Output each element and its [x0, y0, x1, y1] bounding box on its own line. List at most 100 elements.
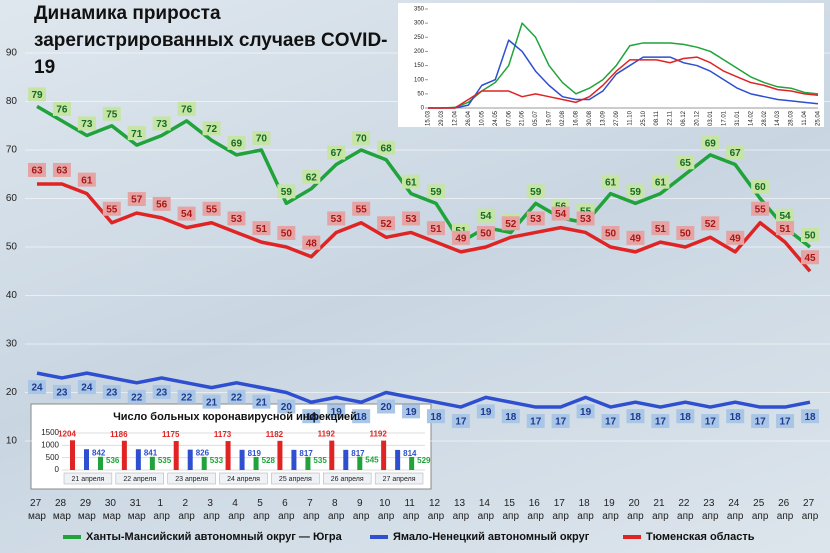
value-label-box: [227, 389, 246, 404]
value-label: 63: [31, 166, 43, 177]
value-label-box: [576, 211, 595, 226]
x-tick-label: 25 апр: [752, 498, 769, 522]
y-tick-label: 20: [6, 387, 18, 398]
value-label: 53: [231, 214, 243, 225]
value-label: 535: [313, 456, 327, 465]
value-label: 53: [331, 214, 343, 225]
value-label: 51: [655, 224, 667, 235]
series-line: [428, 22, 819, 109]
x-tick-label: 19.07: [547, 110, 553, 126]
value-label: 59: [530, 187, 542, 198]
value-label-box: [701, 414, 720, 429]
x-tick-label: 27 мар: [28, 498, 46, 522]
value-label: 50: [281, 229, 293, 240]
bar: [277, 440, 283, 470]
value-label: 73: [156, 119, 168, 130]
value-label-box: [726, 409, 745, 424]
value-label-box: [202, 201, 221, 216]
value-label: 60: [755, 182, 767, 193]
inset-background: [398, 3, 824, 127]
bar: [291, 449, 297, 470]
value-label: 535: [158, 456, 172, 465]
value-label: 55: [356, 204, 368, 215]
value-label-box: [701, 216, 720, 231]
x-tick-label: 24 апреля: [227, 476, 260, 483]
x-tick-label: 20 апр: [627, 498, 644, 522]
x-tick-label: 26.04: [466, 110, 472, 126]
value-label: 22: [131, 392, 143, 403]
value-label: 533: [210, 456, 224, 465]
category-box: [167, 472, 216, 485]
value-label-box: [776, 414, 795, 429]
value-label-box: [152, 196, 171, 211]
legend-label: Тюменская область: [646, 531, 755, 543]
x-tick-label: 14 апр: [478, 498, 495, 522]
bar: [149, 456, 155, 470]
value-label: 55: [206, 204, 218, 215]
value-label: 54: [480, 211, 492, 222]
value-label-box: [526, 184, 545, 199]
value-label-box: [352, 409, 371, 424]
value-label: 1192: [369, 430, 387, 439]
x-tick-label: 25.04: [816, 110, 822, 126]
x-tick-label: 26 апреля: [331, 476, 364, 483]
value-label: 20: [381, 402, 393, 413]
series-line: [36, 371, 811, 409]
value-label: 18: [356, 412, 368, 423]
x-tick-label: 28.03: [789, 110, 795, 126]
value-label-box: [377, 399, 396, 414]
value-label-box: [601, 174, 620, 189]
value-label-box: [77, 380, 96, 395]
value-label-box: [451, 414, 470, 429]
value-label-box: [277, 184, 296, 199]
series-line: [36, 104, 812, 249]
bar: [225, 441, 231, 470]
value-label: 17: [530, 417, 542, 428]
value-label: 50: [804, 231, 816, 242]
value-label: 70: [256, 134, 268, 145]
value-label-box: [127, 192, 146, 207]
value-label: 1186: [110, 430, 128, 439]
x-tick-label: 11.10: [627, 110, 633, 125]
y-tick-label: 60: [6, 193, 18, 204]
bar: [201, 456, 207, 470]
x-tick-label: 22 апр: [677, 498, 694, 522]
value-label-box: [327, 404, 346, 419]
value-label: 59: [281, 187, 293, 198]
x-tick-label: 21 апреля: [72, 476, 105, 483]
value-label: 69: [705, 138, 717, 149]
bar: [173, 441, 179, 470]
y-tick-label: 350: [414, 7, 425, 13]
value-label-box: [277, 226, 296, 240]
value-label-box: [451, 230, 470, 245]
x-tick-label: 27 апр: [802, 498, 819, 522]
x-tick-label: 07.06: [506, 110, 512, 126]
value-label: 51: [256, 224, 268, 235]
value-label-box: [352, 201, 371, 216]
value-label: 817: [299, 449, 313, 458]
x-tick-label: 2 апр: [178, 498, 195, 522]
x-tick-label: 13.09: [600, 110, 606, 126]
x-tick-label: 05.07: [533, 110, 539, 126]
category-box: [323, 472, 372, 485]
value-label-box: [801, 250, 819, 265]
value-label: 70: [356, 134, 368, 145]
value-label: 57: [131, 195, 143, 206]
bar: [305, 456, 311, 470]
y-tick-label: 50: [417, 91, 424, 97]
value-label-box: [651, 174, 670, 189]
value-label: 1182: [266, 430, 284, 439]
value-label: 68: [381, 143, 393, 154]
y-tick-label: 1500: [41, 428, 59, 437]
bar: [187, 449, 193, 470]
bar: [343, 449, 349, 470]
value-label-box: [776, 221, 795, 236]
category-box: [374, 472, 424, 485]
bar: [381, 440, 387, 470]
value-label: 53: [580, 214, 592, 225]
y-tick-label: 150: [414, 63, 425, 69]
x-tick-label: 12.04: [452, 110, 458, 126]
value-label-box: [726, 145, 745, 160]
value-label: 48: [306, 238, 318, 249]
y-tick-label: 80: [6, 96, 18, 107]
